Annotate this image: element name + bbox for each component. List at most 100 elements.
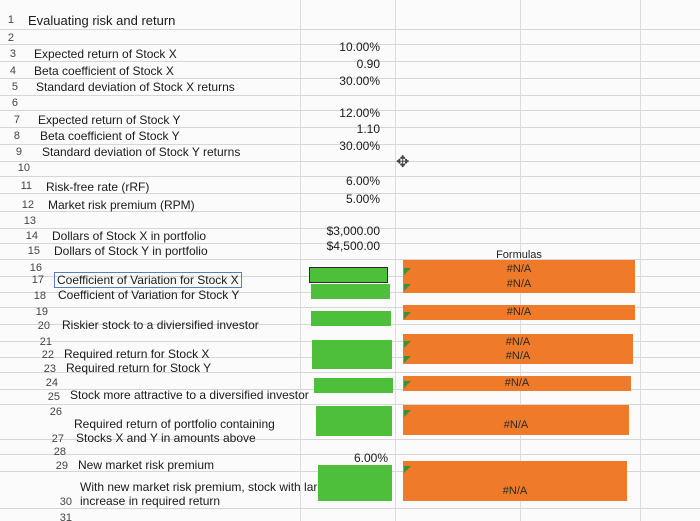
row-number[interactable]: 3 — [9, 48, 16, 60]
label-portfolio-return-line1[interactable]: Required return of portfolio containing — [74, 417, 275, 431]
answer-cell-required-returns[interactable] — [312, 340, 392, 369]
row-number[interactable]: 21 — [39, 336, 52, 348]
gridline — [0, 61, 700, 62]
error-indicator-icon[interactable] — [404, 410, 411, 417]
row-number[interactable]: 25 — [47, 391, 60, 403]
row-number[interactable]: 18 — [33, 290, 46, 302]
label-cv-y[interactable]: Coefficient of Variation for Stock Y — [58, 288, 240, 302]
row-number[interactable]: 24 — [45, 377, 58, 389]
row-number[interactable]: 20 — [37, 320, 50, 332]
answer-cell-larger-increase[interactable] — [318, 465, 392, 501]
gridline — [0, 44, 700, 45]
value-stdev-x[interactable]: 30.00% — [339, 74, 380, 88]
row-number[interactable]: 7 — [13, 114, 20, 126]
row-number[interactable]: 19 — [35, 306, 48, 318]
gridline — [0, 259, 700, 260]
label-required-return-x[interactable]: Required return for Stock X — [64, 347, 210, 361]
formula-cell-larger-increase[interactable] — [403, 461, 627, 501]
formula-cell-portfolio[interactable] — [403, 405, 629, 435]
error-indicator-icon[interactable] — [404, 466, 411, 473]
row-number[interactable]: 14 — [25, 230, 38, 242]
label-stdev-y[interactable]: Standard deviation of Stock Y returns — [42, 145, 241, 159]
row-number[interactable]: 27 — [51, 433, 64, 445]
label-beta-x[interactable]: Beta coefficient of Stock X — [34, 64, 174, 78]
label-portfolio-return-line2[interactable]: Stocks X and Y in amounts above — [76, 431, 256, 445]
row-number[interactable]: 15 — [27, 245, 40, 257]
row-number[interactable]: 9 — [15, 146, 22, 158]
value-beta-y[interactable]: 1.10 — [356, 122, 380, 136]
gridline — [0, 161, 700, 162]
formula-cv-y: #N/A — [506, 278, 532, 290]
row-number[interactable]: 26 — [49, 406, 62, 418]
row-number[interactable]: 2 — [7, 32, 14, 44]
answer-cell-more-attractive[interactable] — [314, 378, 393, 393]
row-number[interactable]: 23 — [43, 363, 56, 375]
formula-attractive: #N/A — [504, 377, 530, 389]
sheet-title[interactable]: Evaluating risk and return — [28, 13, 176, 28]
label-stdev-x[interactable]: Standard deviation of Stock X returns — [36, 80, 235, 94]
error-indicator-icon[interactable] — [404, 381, 411, 388]
value-stdev-y[interactable]: 30.00% — [339, 139, 380, 153]
gridline — [0, 404, 700, 405]
row-number[interactable]: 30 — [59, 496, 72, 508]
label-expected-return-y[interactable]: Expected return of Stock Y — [38, 113, 181, 127]
row-number[interactable]: 22 — [41, 349, 54, 361]
label-new-market-risk-premium[interactable]: New market risk premium — [78, 458, 215, 472]
formula-riskier: #N/A — [506, 306, 532, 318]
gridline — [0, 29, 700, 30]
label-more-attractive[interactable]: Stock more attractive to a diversified i… — [70, 388, 309, 402]
label-larger-increase-line2[interactable]: increase in required return — [80, 494, 221, 508]
row-number[interactable]: 1 — [7, 14, 14, 26]
label-dollars-x[interactable]: Dollars of Stock X in portfolio — [52, 229, 207, 243]
gridline — [0, 439, 700, 440]
value-expected-return-y[interactable]: 12.00% — [339, 106, 380, 120]
answer-cell-cv-y[interactable] — [311, 284, 390, 299]
row-number[interactable]: 28 — [53, 446, 66, 458]
formula-cell-required-returns[interactable] — [403, 334, 633, 364]
error-indicator-icon[interactable] — [404, 312, 411, 319]
label-dollars-y[interactable]: Dollars of Stock Y in portfolio — [54, 244, 208, 258]
formula-cell-attractive[interactable] — [403, 376, 631, 391]
formula-cell-cv[interactable] — [403, 260, 635, 293]
gridline — [0, 110, 700, 111]
row-number[interactable]: 4 — [9, 65, 16, 77]
formula-cell-riskier[interactable] — [403, 305, 635, 320]
row-number[interactable]: 11 — [20, 180, 32, 192]
error-indicator-icon[interactable] — [404, 341, 411, 348]
answer-cell-cv-x[interactable] — [309, 267, 388, 283]
value-new-market-risk-premium[interactable]: 6.00% — [353, 451, 388, 465]
label-beta-y[interactable]: Beta coefficient of Stock Y — [40, 129, 180, 143]
answer-cell-portfolio-return[interactable] — [316, 406, 392, 436]
row-number[interactable]: 29 — [55, 460, 68, 472]
row-number[interactable]: 8 — [13, 130, 20, 142]
row-number[interactable]: 17 — [31, 274, 44, 286]
label-riskier-stock[interactable]: Riskier stock to a diviersified investor — [62, 318, 259, 332]
label-expected-return-x[interactable]: Expected return of Stock X — [34, 47, 177, 61]
gridline — [0, 78, 700, 79]
row-number[interactable]: 5 — [11, 81, 18, 93]
value-market-risk-premium[interactable]: 5.00% — [345, 192, 380, 206]
gridline — [0, 127, 700, 128]
row-number[interactable]: 16 — [29, 262, 42, 274]
formulas-header: Formulas — [496, 249, 542, 261]
row-number[interactable]: 31 — [59, 512, 72, 521]
error-indicator-icon[interactable] — [404, 356, 411, 363]
value-dollars-x[interactable]: $3,000.00 — [326, 224, 380, 238]
answer-cell-riskier[interactable] — [311, 311, 391, 326]
label-cv-x[interactable]: Coefficient of Variation for Stock X — [54, 272, 242, 288]
value-risk-free-rate[interactable]: 6.00% — [345, 174, 380, 188]
value-expected-return-x[interactable]: 10.00% — [339, 40, 380, 54]
label-market-risk-premium[interactable]: Market risk premium (RPM) — [48, 198, 195, 212]
row-number[interactable]: 12 — [21, 199, 34, 211]
row-number[interactable]: 13 — [23, 215, 36, 227]
row-number[interactable]: 6 — [11, 97, 18, 109]
label-larger-increase-line1[interactable]: With new market risk premium, stock with… — [80, 480, 335, 494]
value-dollars-y[interactable]: $4,500.00 — [326, 239, 380, 253]
error-indicator-icon[interactable] — [404, 284, 411, 291]
error-indicator-icon[interactable] — [404, 268, 411, 275]
row-number[interactable]: 10 — [17, 162, 30, 174]
label-required-return-y[interactable]: Required return for Stock Y — [66, 361, 212, 375]
value-beta-x[interactable]: 0.90 — [356, 57, 380, 71]
label-risk-free-rate[interactable]: Risk-free rate (rRF) — [46, 180, 150, 194]
